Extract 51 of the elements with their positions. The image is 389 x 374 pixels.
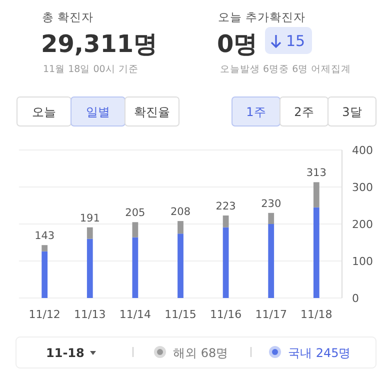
bar bbox=[132, 222, 138, 238]
text: 오늘 추가확진자 bbox=[218, 10, 306, 24]
x-tick-label: 11/17 bbox=[255, 308, 287, 321]
text: 0명 bbox=[217, 30, 258, 58]
bar bbox=[178, 234, 184, 298]
text: 일별 bbox=[86, 105, 110, 119]
x-tick-label: 11/15 bbox=[164, 308, 196, 321]
x-tick-label: 11/16 bbox=[210, 308, 242, 321]
y-tick-label: 100 bbox=[352, 255, 373, 268]
text: 2주 bbox=[294, 105, 314, 119]
bar bbox=[132, 237, 138, 298]
text: 15 bbox=[286, 32, 306, 50]
bar bbox=[222, 227, 229, 298]
text: 1주 bbox=[246, 105, 266, 119]
total-label: 223 bbox=[216, 200, 236, 212]
x-tick-label: 11/13 bbox=[74, 308, 106, 321]
text: 245명 bbox=[316, 346, 351, 360]
y-tick-label: 0 bbox=[352, 292, 359, 305]
total-label: 208 bbox=[170, 206, 191, 218]
legend-label: 해외 bbox=[173, 346, 197, 360]
bar bbox=[42, 245, 48, 252]
y-tick-label: 300 bbox=[352, 181, 373, 194]
y-tick-label: 200 bbox=[352, 218, 373, 231]
text: 29,311명 bbox=[41, 30, 158, 58]
bar bbox=[313, 182, 320, 208]
total-label: 313 bbox=[306, 167, 326, 180]
bar bbox=[268, 212, 274, 224]
text: 11-18 bbox=[46, 346, 84, 360]
total-label: 230 bbox=[261, 198, 282, 210]
text: 3달 bbox=[342, 105, 362, 119]
bar bbox=[222, 215, 229, 228]
bar bbox=[313, 207, 320, 298]
total-label: 205 bbox=[125, 207, 146, 220]
bar bbox=[42, 251, 48, 298]
y-tick-label: 400 bbox=[352, 144, 373, 157]
x-tick-label: 11/14 bbox=[119, 308, 152, 321]
bar bbox=[86, 227, 93, 239]
text: 11월 18일 00시 기준 bbox=[43, 64, 138, 75]
text: 오늘 bbox=[32, 105, 56, 119]
text: 총 확진자 bbox=[42, 10, 94, 24]
total-label: 143 bbox=[34, 230, 55, 242]
total-label: 191 bbox=[80, 212, 100, 224]
legend-label: 국내 bbox=[288, 346, 312, 360]
text: 오늘발생 6명중 6명 어제집계 bbox=[220, 64, 352, 75]
text: 확진율 bbox=[134, 105, 170, 119]
bar bbox=[268, 224, 274, 298]
x-tick-label: 11/18 bbox=[300, 308, 332, 321]
bar bbox=[86, 238, 93, 298]
bar bbox=[178, 221, 184, 234]
x-tick-label: 11/12 bbox=[28, 308, 60, 321]
text: 68명 bbox=[200, 346, 228, 360]
